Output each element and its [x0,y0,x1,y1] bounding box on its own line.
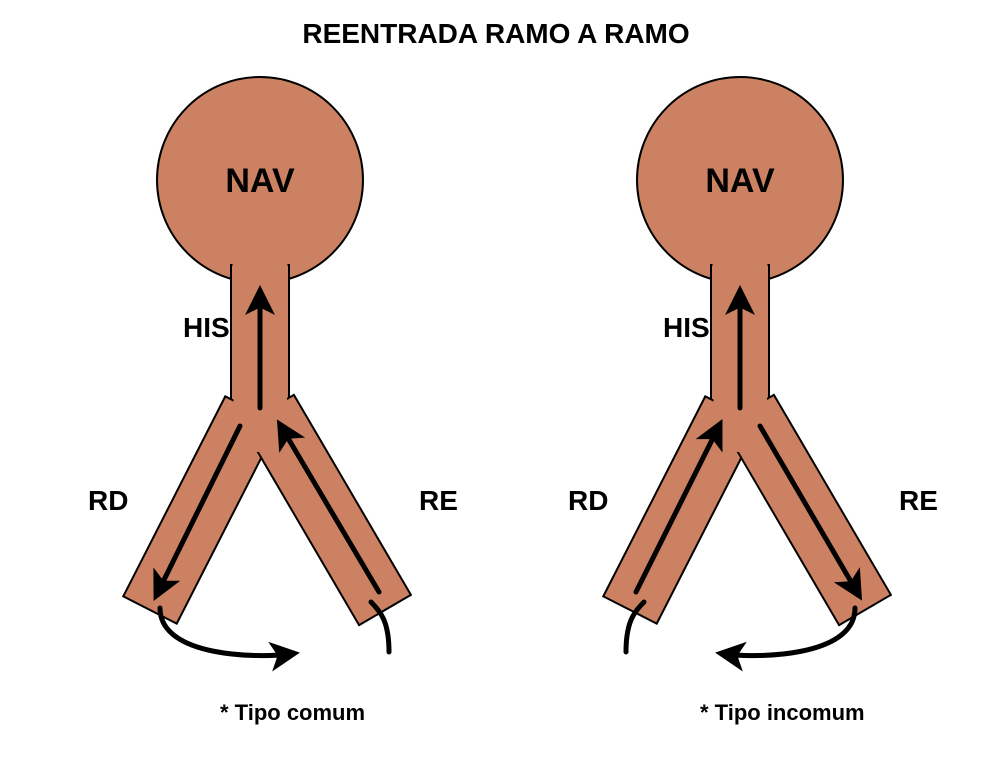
diagram-canvas: NAV HIS RD RE * Tipo comum NAV HIS RD RE * Tipo i… [0,0,992,763]
left-panel: NAV HIS RD RE * Tipo comum [88,77,458,725]
re-label: RE [419,485,458,516]
nav-label: NAV [225,162,295,200]
right-panel: NAV HIS RD RE * Tipo incomum [568,77,938,725]
panel-caption: * Tipo comum [220,700,365,725]
junction-cover [233,259,288,273]
diagram-title: REENTRADA RAMO A RAMO [0,18,992,50]
his-label: HIS [183,312,230,343]
his-label: HIS [663,312,710,343]
nav-label: NAV [705,162,775,200]
rd-label: RD [568,485,608,516]
rd-label: RD [88,485,128,516]
junction-cover [713,259,768,273]
re-label: RE [899,485,938,516]
panel-caption: * Tipo incomum [700,700,865,725]
